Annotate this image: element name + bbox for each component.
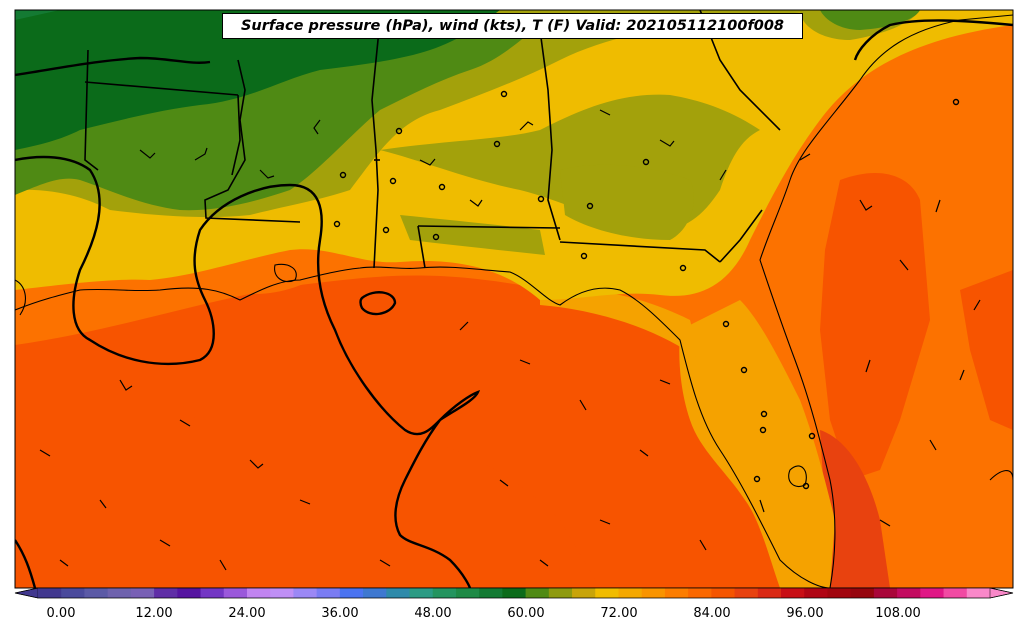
colorbar-swatch: [293, 588, 318, 598]
colorbar-swatch: [827, 588, 852, 598]
colorbar-swatch: [618, 588, 643, 598]
colorbar-tick-label: 108.00: [875, 606, 921, 621]
colorbar-tick-label: 60.00: [507, 606, 545, 621]
colorbar-swatch: [920, 588, 945, 598]
colorbar-swatch: [548, 588, 573, 598]
colorbar-swatch: [61, 588, 85, 598]
colorbar-swatch: [781, 588, 805, 598]
coastlines: [15, 14, 1013, 588]
map-title: Surface pressure (hPa), wind (kts), T (F…: [222, 13, 803, 39]
colorbar-swatch: [595, 588, 619, 598]
colorbar-swatch: [200, 588, 225, 598]
isobars: [15, 19, 1013, 588]
map-lines: [15, 10, 1013, 588]
colorbar-swatch: [223, 588, 248, 598]
colorbar-swatch: [688, 588, 712, 598]
colorbar-tick-label: 12.00: [135, 606, 173, 621]
colorbar-swatch: [107, 588, 132, 598]
colorbar-tick-label: 36.00: [321, 606, 359, 621]
colorbar-outline: [14, 587, 1014, 599]
colorbar-tick-label: 48.00: [414, 606, 452, 621]
colorbar-swatch: [502, 588, 527, 598]
colorbar-swatch: [897, 588, 921, 598]
colorbar-swatch: [386, 588, 411, 598]
colorbar-tick-label: 72.00: [600, 606, 638, 621]
colorbar-swatch: [804, 588, 828, 598]
colorbar-tick-label: 24.00: [228, 606, 266, 621]
colorbar-min-arrow: [14, 587, 39, 599]
colorbar-swatch: [316, 588, 341, 598]
colorbar-swatch: [479, 588, 503, 598]
colorbar-swatch: [363, 588, 387, 598]
colorbar-swatch: [339, 588, 364, 598]
colorbar-swatch: [455, 588, 480, 598]
colorbar-swatch: [154, 588, 178, 598]
colorbar-swatch: [711, 588, 736, 598]
colorbar-tick-label: 0.00: [46, 606, 76, 621]
colorbar-swatch: [270, 588, 294, 598]
colorbar-swatch: [641, 588, 666, 598]
state-borders: [84, 10, 781, 269]
colorbar-swatch: [432, 588, 457, 598]
colorbar-swatch: [525, 588, 550, 598]
colorbar-tick-label: 96.00: [786, 606, 824, 621]
colorbar-swatch: [246, 588, 271, 598]
colorbar-swatch: [734, 588, 759, 598]
colorbar-tick-label: 84.00: [693, 606, 731, 621]
colorbar-swatch: [84, 588, 109, 598]
colorbar-swatch: [130, 588, 155, 598]
colorbar-swatch: [757, 588, 782, 598]
colorbar-swatch: [873, 588, 898, 598]
colorbar-swatch: [572, 588, 596, 598]
wind-barbs: [39, 109, 981, 571]
colorbar-swatch: [943, 588, 968, 598]
colorbar-swatch: [850, 588, 875, 598]
colorbar-swatch: [664, 588, 689, 598]
colorbar-swatch: [966, 588, 991, 598]
temperature-fill: [15, 10, 1013, 588]
colorbar-swatch: [177, 588, 202, 598]
station-circles: [333, 90, 960, 490]
colorbar: [14, 587, 1014, 599]
colorbar-swatch: [409, 588, 434, 598]
colorbar-swatch: [38, 588, 62, 598]
colorbar-max-arrow: [989, 587, 1014, 599]
